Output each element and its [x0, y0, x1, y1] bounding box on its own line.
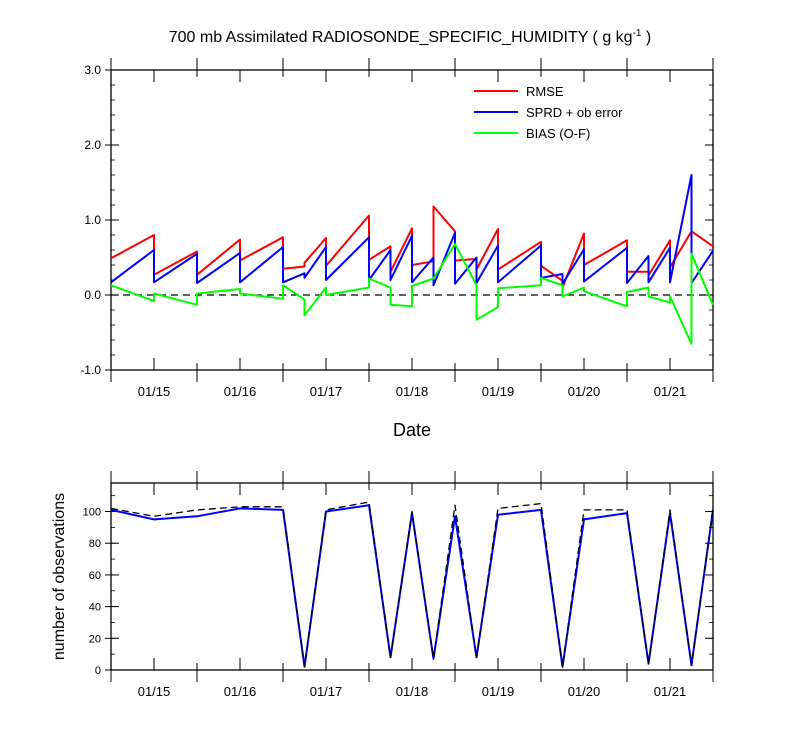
chart-title: 700 mb Assimilated RADIOSONDE_SPECIFIC_H… — [169, 28, 652, 46]
x-tick-label: 01/16 — [224, 684, 257, 699]
y-tick-label: 60 — [89, 570, 101, 582]
y-tick-label: 20 — [89, 633, 101, 645]
x-tick-label: 01/15 — [138, 384, 171, 399]
plot-frame — [110, 69, 714, 371]
x-tick-label: 01/19 — [482, 684, 515, 699]
x-tick-label: 01/16 — [224, 384, 257, 399]
y-tick-label: 1.0 — [84, 213, 101, 227]
legend-label: RMSE — [526, 84, 564, 99]
legend-label: SPRD + ob error — [526, 105, 623, 120]
x-tick-label: 01/20 — [568, 684, 601, 699]
legend-label: BIAS (O-F) — [526, 126, 590, 141]
series-line-observations-possible — [110, 501, 714, 668]
x-tick-label: 01/19 — [482, 384, 515, 399]
y-tick-label: 100 — [83, 507, 101, 519]
series-line-sprd-ob-error — [110, 174, 714, 287]
y-tick-label: 80 — [89, 538, 101, 550]
x-axis-label: Date — [393, 420, 431, 440]
y-tick-label: 40 — [89, 602, 101, 614]
series-line-observations-used — [110, 504, 714, 668]
y-tick-label: 0.0 — [84, 288, 101, 302]
x-tick-label: 01/17 — [310, 384, 343, 399]
series-line-bias-o-f — [110, 243, 714, 345]
x-tick-label: 01/17 — [310, 684, 343, 699]
chart-title-exponent: -1 — [633, 28, 642, 39]
y-tick-label: -1.0 — [80, 363, 101, 377]
x-tick-label: 01/15 — [138, 684, 171, 699]
y-tick-label: 3.0 — [84, 63, 101, 77]
y-tick-label: 0 — [95, 665, 101, 677]
x-tick-label: 01/18 — [396, 684, 429, 699]
top-panel: -1.0 0.0 1.0 2.0 3.0 01/15 01/16 01/17 01/18 01/1… — [80, 58, 714, 440]
chart-title-end: ) — [641, 29, 651, 46]
bottom-panel: 0 20 40 60 80 100 01/15 01/16 01/17 01/18 01/19 01/… — [51, 471, 714, 699]
chart-title-text: 700 mb Assimilated RADIOSONDE_SPECIFIC_H… — [169, 29, 633, 46]
x-tick-label: 01/21 — [654, 684, 687, 699]
x-tick-label: 01/20 — [568, 384, 601, 399]
x-tick-label: 01/21 — [654, 384, 687, 399]
y-tick-label: 2.0 — [84, 138, 101, 152]
y-axis-label: number of observations — [51, 493, 68, 660]
x-tick-label: 01/18 — [396, 384, 429, 399]
